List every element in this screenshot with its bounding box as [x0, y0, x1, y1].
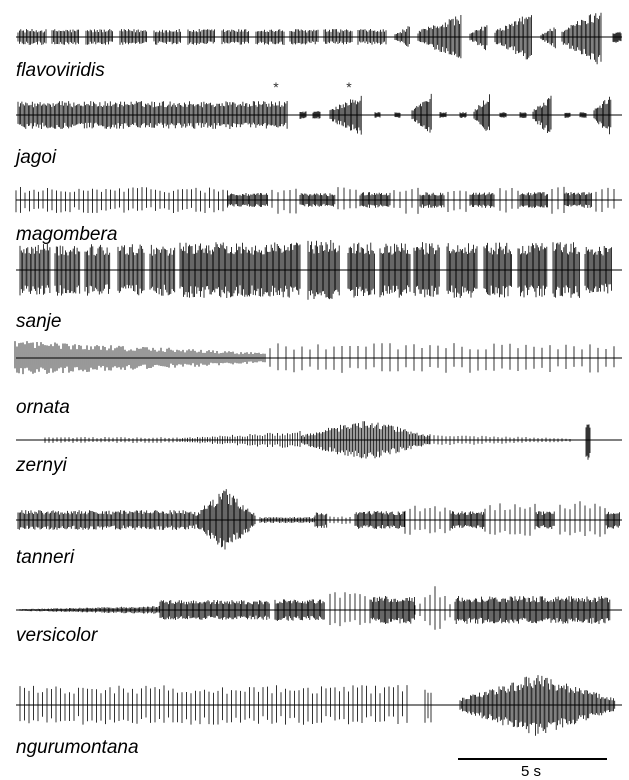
- waveform: [19, 586, 611, 630]
- waveform: [19, 675, 616, 736]
- waveform: [17, 489, 620, 550]
- species-label: zernyi: [15, 455, 67, 476]
- waveform: [17, 12, 622, 65]
- species-label: magombera: [16, 224, 117, 245]
- waveform: [14, 341, 615, 375]
- species-label: jagoi: [13, 147, 57, 168]
- asterisk: *: [273, 79, 279, 95]
- species-label: ngurumontana: [16, 737, 139, 758]
- scale-label: 5 s: [521, 763, 541, 780]
- species-label: flavoviridis: [16, 60, 105, 81]
- waveform: [44, 421, 591, 460]
- species-label: versicolor: [16, 625, 98, 646]
- waveform: [19, 240, 612, 300]
- asterisk: *: [346, 79, 352, 95]
- species-label: sanje: [16, 311, 61, 332]
- species-label: ornata: [16, 397, 70, 418]
- species-label: tanneri: [16, 547, 75, 568]
- waveform: [17, 93, 612, 135]
- waveform: [15, 186, 615, 214]
